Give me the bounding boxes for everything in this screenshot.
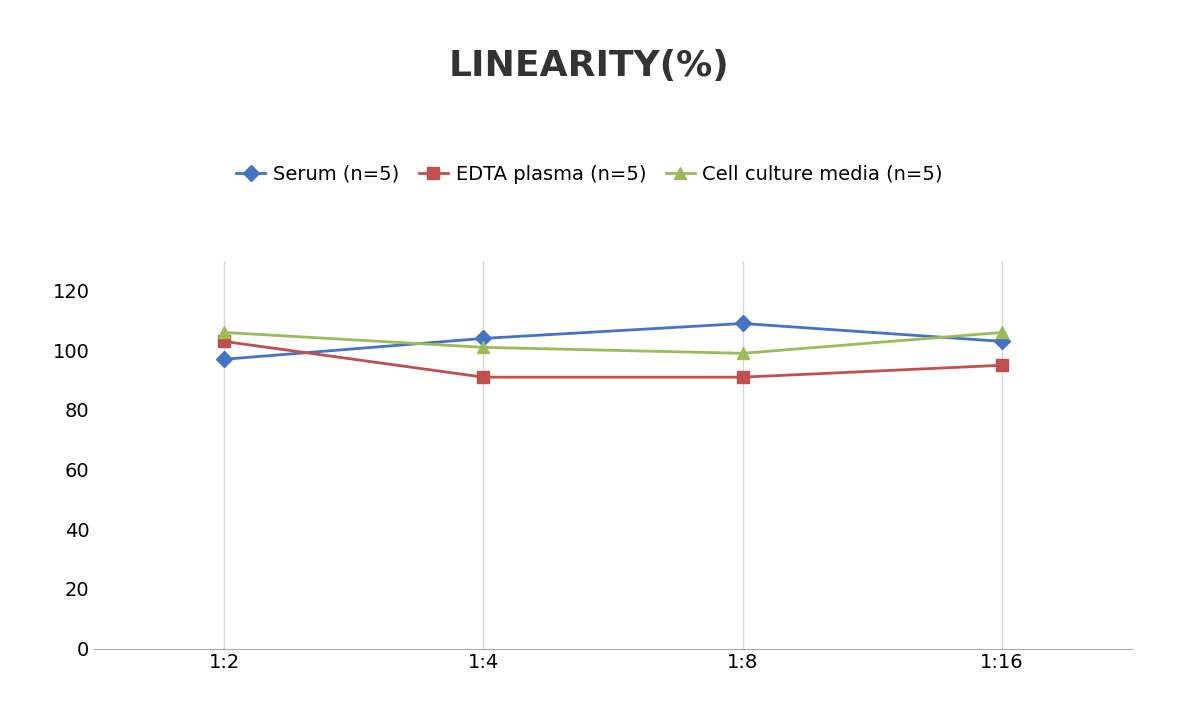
Serum (n=5) (217, 355, 231, 364)
EDTA plasma (n=5) (217, 337, 231, 345)
Cell culture media (n=5) (736, 349, 750, 357)
Line: EDTA plasma (n=5): EDTA plasma (n=5) (218, 336, 1008, 383)
EDTA plasma (n=5) (476, 373, 490, 381)
Line: Cell culture media (n=5): Cell culture media (n=5) (218, 327, 1008, 359)
Cell culture media (n=5) (995, 329, 1009, 337)
Serum (n=5) (736, 319, 750, 328)
EDTA plasma (n=5) (995, 361, 1009, 369)
Cell culture media (n=5) (476, 343, 490, 352)
Serum (n=5) (476, 334, 490, 343)
Serum (n=5) (995, 337, 1009, 345)
EDTA plasma (n=5) (736, 373, 750, 381)
Legend: Serum (n=5), EDTA plasma (n=5), Cell culture media (n=5): Serum (n=5), EDTA plasma (n=5), Cell cul… (236, 165, 943, 184)
Line: Serum (n=5): Serum (n=5) (218, 318, 1008, 364)
Text: LINEARITY(%): LINEARITY(%) (449, 49, 730, 83)
Cell culture media (n=5) (217, 329, 231, 337)
